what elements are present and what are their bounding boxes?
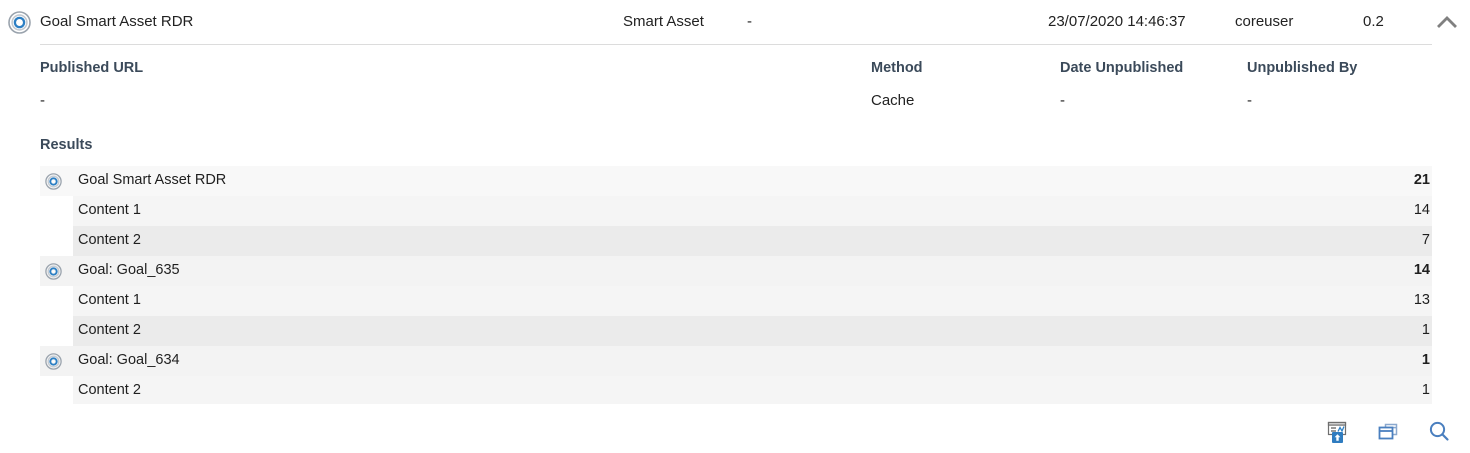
table-row[interactable]: Goal: Goal_634 1	[40, 346, 1432, 376]
row-background	[73, 226, 1432, 256]
row-count: 14	[1413, 202, 1430, 218]
goal-target-icon	[45, 263, 62, 280]
detail-columns: Published URL Method Date Unpublished Un…	[0, 58, 1470, 118]
results-table: Goal Smart Asset RDR 21 Content 1 14 Content…	[40, 166, 1432, 404]
row-count: 21	[1413, 172, 1430, 188]
row-label: Content 2	[78, 232, 141, 248]
table-row[interactable]: Content 1 14	[40, 196, 1432, 226]
asset-user: coreuser	[1235, 13, 1294, 30]
chevron-up-icon[interactable]	[1434, 10, 1460, 36]
row-label: Content 1	[78, 202, 141, 218]
row-count: 13	[1413, 292, 1430, 308]
table-row[interactable]: Goal: Goal_635 14	[40, 256, 1432, 286]
row-background	[73, 376, 1432, 404]
row-background	[73, 286, 1432, 316]
bottom-toolbar	[1322, 414, 1454, 450]
asset-date: 23/07/2020 14:46:37	[1048, 13, 1186, 30]
column-header-date-unpublished: Date Unpublished	[1060, 60, 1184, 76]
table-row[interactable]: Goal Smart Asset RDR 21	[40, 166, 1432, 196]
goal-target-icon	[8, 11, 31, 34]
row-label: Content 1	[78, 292, 141, 308]
windows-cascade-icon[interactable]	[1373, 417, 1403, 447]
asset-type: Smart Asset	[623, 13, 704, 30]
row-label: Goal: Goal_634	[78, 352, 180, 368]
row-count: 1	[1421, 382, 1430, 398]
row-count: 1	[1421, 322, 1430, 338]
results-label: Results	[40, 137, 93, 153]
asset-title: Goal Smart Asset RDR	[40, 13, 194, 30]
table-row[interactable]: Content 1 13	[40, 286, 1432, 316]
row-label: Goal: Goal_635	[78, 262, 180, 278]
summary-row[interactable]: Goal Smart Asset RDR Smart Asset - 23/07…	[0, 0, 1470, 45]
row-label: Content 2	[78, 382, 141, 398]
value-published-url: -	[40, 92, 45, 109]
row-label: Content 2	[78, 322, 141, 338]
row-background	[73, 196, 1432, 226]
row-count: 1	[1421, 352, 1430, 368]
table-row[interactable]: Content 2 1	[40, 316, 1432, 346]
column-header-method: Method	[871, 60, 923, 76]
row-background	[73, 316, 1432, 346]
column-header-published-url: Published URL	[40, 60, 144, 76]
asset-version: 0.2	[1363, 13, 1384, 30]
asset-secondary-value: -	[747, 13, 752, 30]
goal-target-icon	[45, 353, 62, 370]
goal-target-icon	[45, 173, 62, 190]
row-count: 7	[1421, 232, 1430, 248]
value-method: Cache	[871, 92, 915, 109]
row-count: 14	[1413, 262, 1430, 278]
table-row[interactable]: Content 2 1	[40, 376, 1432, 404]
column-header-unpublished-by: Unpublished By	[1247, 60, 1358, 76]
value-date-unpublished: -	[1060, 92, 1065, 109]
export-report-icon[interactable]	[1322, 417, 1352, 447]
row-label: Goal Smart Asset RDR	[78, 172, 227, 188]
header-divider	[40, 44, 1432, 45]
search-icon[interactable]	[1424, 417, 1454, 447]
value-unpublished-by: -	[1247, 92, 1252, 109]
table-row[interactable]: Content 2 7	[40, 226, 1432, 256]
